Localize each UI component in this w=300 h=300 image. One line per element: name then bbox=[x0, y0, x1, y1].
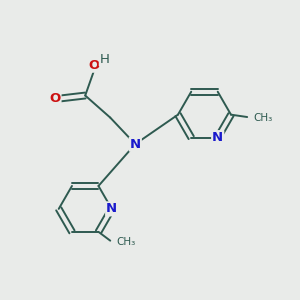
Text: O: O bbox=[49, 92, 61, 105]
Text: N: N bbox=[130, 138, 141, 151]
Text: N: N bbox=[106, 202, 117, 215]
Text: H: H bbox=[99, 53, 109, 66]
Text: CH₃: CH₃ bbox=[254, 113, 273, 124]
Text: CH₃: CH₃ bbox=[117, 237, 136, 247]
Text: O: O bbox=[88, 59, 100, 72]
Text: N: N bbox=[212, 131, 223, 144]
